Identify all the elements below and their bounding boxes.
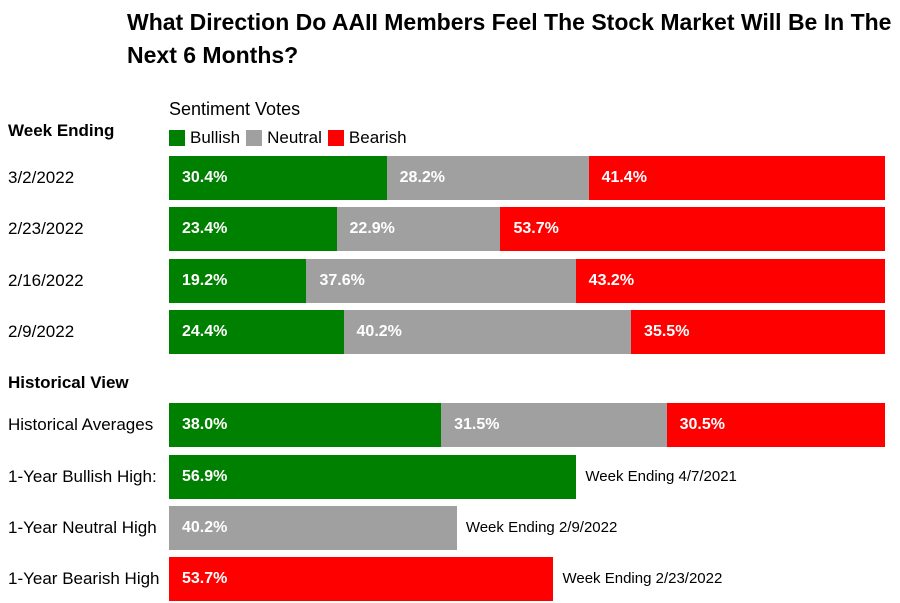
- historical-neutral-segment: 31.5%: [441, 403, 667, 447]
- legend-label-neutral: Neutral: [267, 128, 322, 147]
- historical-bar-row: 40.2%: [169, 506, 457, 550]
- legend: Bullish Neutral Bearish: [169, 128, 413, 148]
- weekly-bearish-segment: 41.4%: [588, 156, 885, 200]
- historical-view-heading: Historical View: [8, 373, 129, 392]
- historical-bullish-segment: 38.0%: [169, 403, 442, 447]
- weekly-neutral-segment: 28.2%: [386, 156, 589, 200]
- weekly-bearish-segment: 43.2%: [575, 259, 885, 303]
- weekly-neutral-segment: 22.9%: [336, 207, 501, 251]
- weekly-bullish-segment: 19.2%: [169, 259, 307, 303]
- legend-swatch-neutral: [246, 130, 263, 146]
- weekly-neutral-segment: 37.6%: [306, 259, 576, 303]
- historical-row-label: 1-Year Bearish High: [8, 569, 160, 588]
- historical-row-label: Historical Averages: [8, 415, 154, 434]
- historical-note: Week Ending 4/7/2021: [585, 468, 737, 485]
- historical-bar-row: 38.0% 31.5% 30.5%: [169, 403, 885, 447]
- legend-label-bearish: Bearish: [348, 128, 407, 147]
- weekly-bearish-segment: 53.7%: [500, 207, 885, 251]
- legend-item-bearish: Bearish: [327, 128, 407, 148]
- weekly-bullish-segment: 30.4%: [169, 156, 387, 200]
- historical-note: Week Ending 2/23/2022: [562, 570, 723, 587]
- historical-row-label: 1-Year Neutral High: [8, 518, 157, 537]
- weekly-neutral-segment: 40.2%: [343, 310, 632, 354]
- weekly-bar-row: 23.4% 22.9% 53.7%: [169, 207, 885, 251]
- historical-neutral-segment: 40.2%: [169, 506, 457, 550]
- historical-bar-row: 53.7%: [169, 557, 554, 601]
- legend-swatch-bearish: [327, 130, 344, 146]
- weekly-row-label: 2/23/2022: [8, 219, 84, 238]
- legend-label-bullish: Bullish: [190, 128, 241, 147]
- weekly-row-label: 2/16/2022: [8, 271, 84, 290]
- weekly-bar-row: 30.4% 28.2% 41.4%: [169, 156, 885, 200]
- weekly-bullish-segment: 23.4%: [169, 207, 337, 251]
- historical-row-label: 1-Year Bullish High:: [8, 467, 157, 486]
- weekly-row-label: 2/9/2022: [8, 322, 75, 341]
- historical-bar-row: 56.9%: [169, 455, 577, 499]
- historical-bearish-segment: 30.5%: [666, 403, 885, 447]
- legend-item-neutral: Neutral: [246, 128, 322, 148]
- historical-note: Week Ending 2/9/2022: [465, 519, 618, 536]
- chart-title: What Direction Do AAII Members Feel The …: [127, 9, 892, 68]
- historical-bullish-segment: 56.9%: [169, 455, 577, 499]
- weekly-bar-row: 24.4% 40.2% 35.5%: [169, 310, 885, 354]
- legend-swatch-bullish: [169, 130, 185, 146]
- weekly-bearish-segment: 35.5%: [631, 310, 885, 354]
- weekly-bar-row: 19.2% 37.6% 43.2%: [169, 259, 885, 303]
- legend-title: Sentiment Votes: [169, 99, 301, 119]
- legend-item-bullish: Bullish: [169, 128, 240, 148]
- weekly-bullish-segment: 24.4%: [169, 310, 344, 354]
- historical-bearish-segment: 53.7%: [169, 557, 554, 601]
- weekly-row-label: 3/2/2022: [8, 168, 75, 187]
- week-ending-heading: Week Ending: [8, 121, 115, 140]
